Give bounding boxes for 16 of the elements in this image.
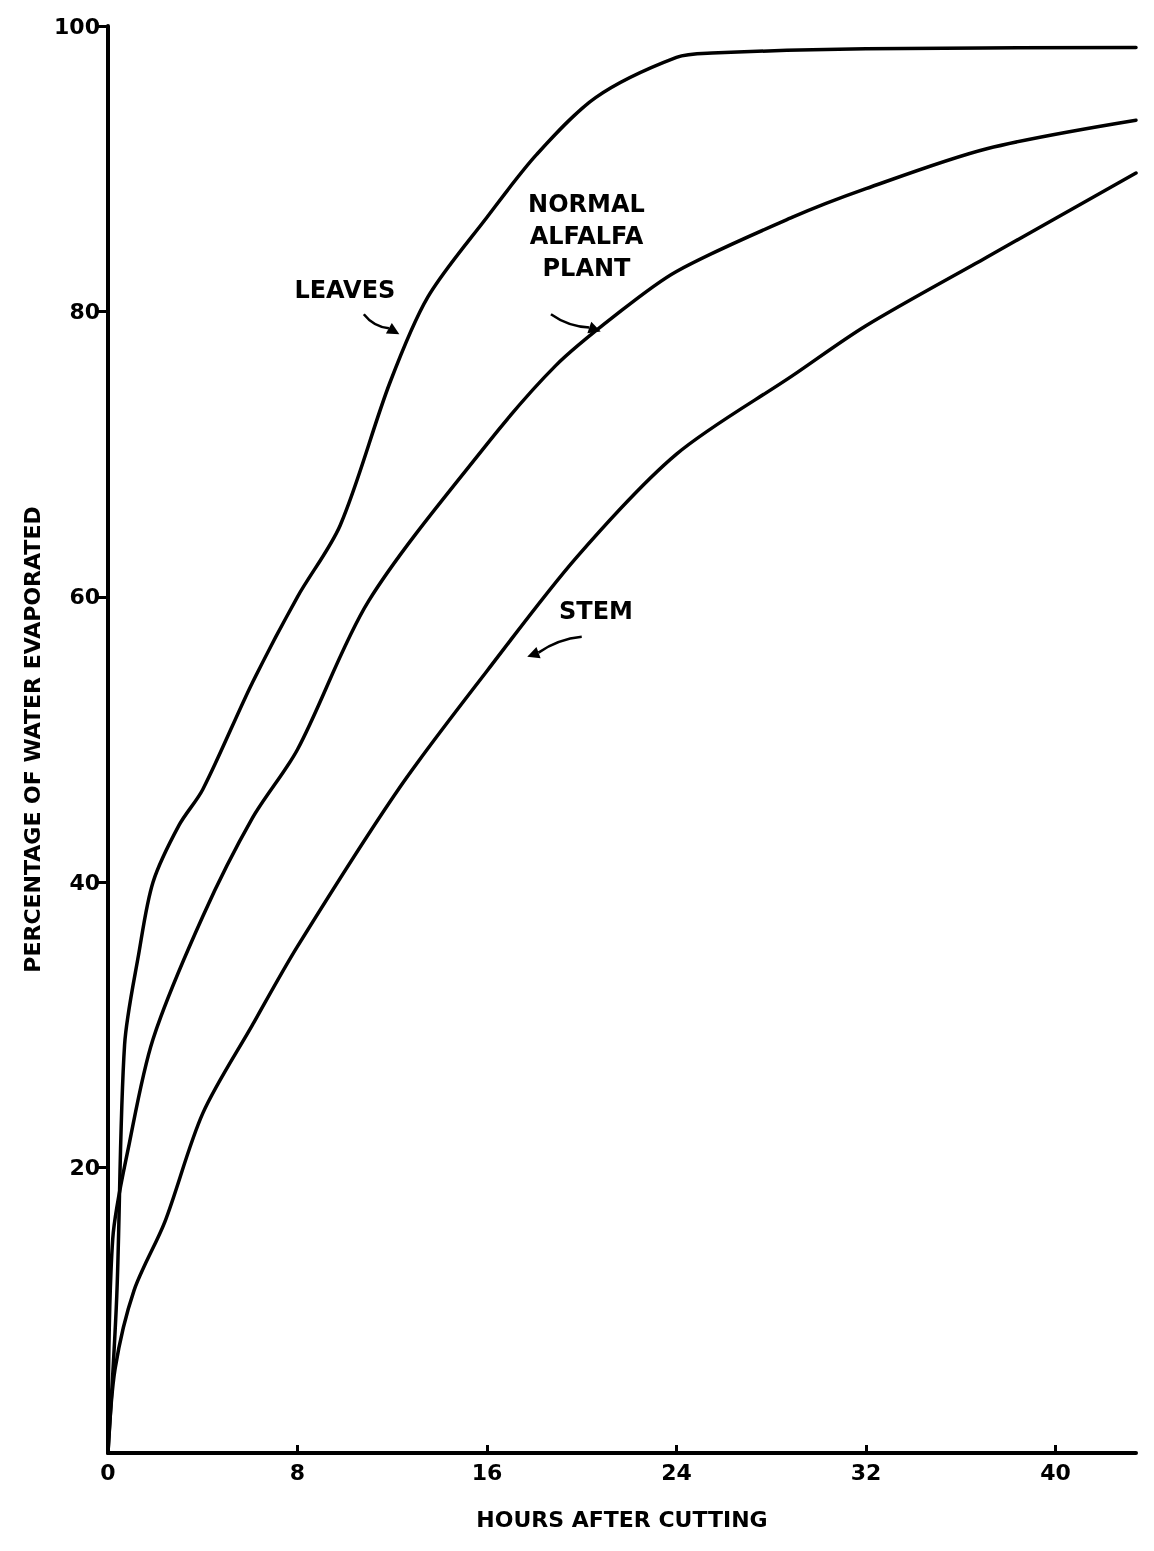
y-tick-label: 80 <box>69 298 100 324</box>
y-axis-title: PERCENTAGE OF WATER EVAPORATED <box>19 506 45 973</box>
x-tick-label: 16 <box>471 1459 503 1485</box>
x-tick-label: 0 <box>100 1459 116 1485</box>
y-tick-label: 20 <box>69 1155 100 1181</box>
y-tick-label: 60 <box>69 584 100 610</box>
x-tick-label: 40 <box>1040 1459 1071 1485</box>
x-tick-label: 8 <box>289 1459 306 1485</box>
y-tick-label: 100 <box>54 13 100 39</box>
y-tick-label: 40 <box>69 869 100 895</box>
x-axis-title: HOURS AFTER CUTTING <box>476 1506 768 1532</box>
series-label: STEM <box>558 597 633 626</box>
x-tick-label: 24 <box>661 1459 692 1485</box>
series-label: LEAVES <box>294 275 396 304</box>
series-label: NORMAL ALFALFA PLANT <box>528 189 645 282</box>
x-tick-label: 32 <box>850 1459 882 1485</box>
